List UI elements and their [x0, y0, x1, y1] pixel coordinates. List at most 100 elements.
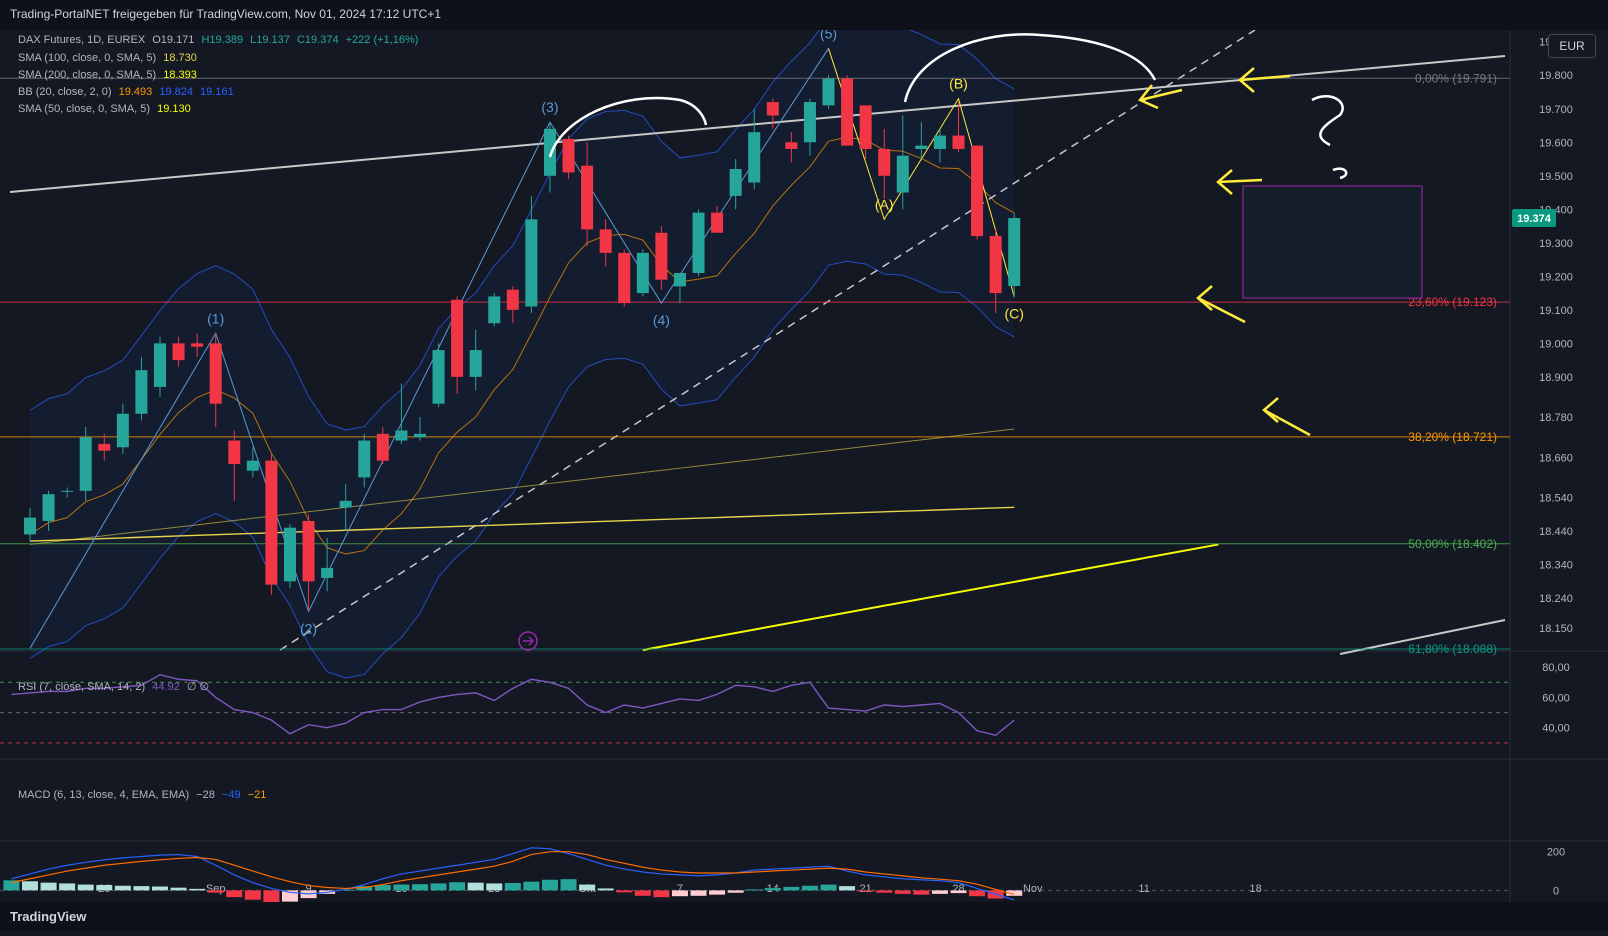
candle-body	[339, 500, 352, 508]
candle-body	[265, 460, 278, 585]
candle-body	[785, 142, 798, 149]
macd-histogram-bar	[523, 881, 540, 891]
macd-histogram-bar	[857, 890, 874, 892]
legend-sma200[interactable]: SMA (200, close, 0, SMA, 5) 18.393	[18, 69, 197, 81]
macd-histogram-bar	[467, 882, 484, 891]
legend-symbol[interactable]: DAX Futures, 1D, EUREX	[18, 34, 146, 46]
candle-body	[692, 212, 705, 273]
y-tick-label: 19.300	[1539, 238, 1573, 250]
candle-body	[803, 102, 816, 143]
sma200-line	[29, 506, 1015, 542]
macd-histogram-bar	[59, 883, 76, 891]
fib-level-label: 23,60% (19.123)	[1408, 295, 1497, 309]
fib-level-label: 0,00% (19.791)	[1415, 71, 1497, 85]
x-tick-label: 28	[952, 883, 964, 895]
candle-body	[191, 343, 204, 347]
bollinger-lower-line	[29, 260, 1015, 679]
x-tick-label: Sep	[206, 883, 226, 895]
fib-level-label: 50,00% (18.402)	[1408, 537, 1497, 551]
candle-body	[116, 413, 129, 448]
candle-body	[636, 252, 649, 294]
legend-sma100[interactable]: SMA (100, close, 0, SMA, 5) 18.730	[18, 52, 197, 64]
legend-low: L19.137	[250, 34, 290, 46]
candle-body	[488, 296, 501, 324]
macd-histogram-bar	[374, 884, 391, 891]
macd-histogram-bar	[1006, 890, 1023, 896]
share-caption: Trading-PortalNET freigegeben für Tradin…	[10, 7, 442, 21]
wave-label: (B)	[949, 76, 968, 92]
candle-body	[172, 343, 185, 361]
x-tick-label: 7	[677, 883, 683, 895]
rsi-y-tick: 60,00	[1542, 692, 1570, 704]
macd-histogram-bar	[40, 882, 57, 891]
candle-body	[321, 567, 334, 578]
price-axis-bg	[1510, 30, 1608, 931]
macd-histogram-bar	[281, 890, 298, 902]
handdrawn-arrowhead	[1262, 397, 1279, 423]
candle-body	[729, 169, 742, 196]
macd-histogram-bar	[653, 890, 670, 898]
macd-histogram-bar	[356, 886, 373, 891]
x-tick-label: 18	[1249, 883, 1261, 895]
handdrawn-arc-3	[548, 96, 708, 158]
fib-level-label: 38,20% (18.721)	[1408, 430, 1497, 444]
macd-histogram-bar	[690, 890, 707, 896]
macd-histogram-bar	[244, 890, 261, 900]
macd-histogram-bar	[96, 884, 113, 891]
candle-body	[79, 437, 92, 491]
y-tick-label: 19.000	[1539, 338, 1573, 350]
chart-svg[interactable]: 19.90019.80019.70019.60019.50019.40019.3…	[0, 12, 1608, 931]
macd-histogram-bar	[22, 881, 38, 891]
wave-label: (5)	[820, 30, 837, 41]
candle-body	[432, 350, 445, 404]
candle-body	[822, 78, 835, 106]
candle-body	[766, 102, 779, 116]
legend-sma50[interactable]: SMA (50, close, 0, SMA, 5) 19.130	[18, 103, 191, 115]
legend-change: +222 (+1,16%)	[345, 34, 419, 46]
legend-symbol-row: DAX Futures, 1D, EUREX O19.171 H19.389 L…	[18, 34, 418, 46]
candle-body	[395, 430, 408, 441]
candle-body	[896, 155, 909, 193]
handdrawn-arrowhead	[1238, 67, 1255, 93]
legend-macd-value: −28	[196, 789, 215, 801]
macd-histogram-bar	[876, 890, 893, 893]
candle-body	[989, 236, 1002, 294]
macd-histogram-bar	[430, 883, 447, 891]
rsi-y-tick: 80,00	[1542, 662, 1570, 674]
candle-body	[952, 135, 965, 149]
macd-histogram-bar	[541, 879, 558, 891]
handdrawn-arrowhead	[1196, 285, 1213, 311]
macd-histogram-bar	[207, 890, 224, 893]
candle-body	[469, 350, 482, 377]
macd-histogram-bar	[597, 888, 614, 891]
currency-button[interactable]: EUR	[1548, 34, 1596, 58]
candle-body	[618, 252, 631, 304]
legend-rsi-extra: ∅ ∅	[186, 681, 210, 693]
handdrawn-arrow	[1263, 408, 1311, 437]
macd-histogram-bar	[449, 882, 466, 891]
legend-macd-hist: −21	[247, 789, 267, 801]
y-tick-label: 18.150	[1539, 623, 1573, 635]
legend-rsi[interactable]: RSI (7, close, SMA, 14, 2) 44.92 ∅ ∅	[18, 680, 209, 693]
chart-area[interactable]: 19.90019.80019.70019.60019.50019.40019.3…	[0, 12, 1608, 931]
legend-macd[interactable]: MACD (6, 13, close, 4, EMA, EMA) −28 −49…	[18, 789, 266, 801]
candle-body	[135, 370, 148, 414]
wave-label: (C)	[1004, 305, 1023, 321]
macd-histogram-bar	[709, 890, 726, 895]
macd-histogram-bar	[746, 889, 763, 891]
topbar: Trading-PortalNET freigegeben für Tradin…	[0, 0, 1608, 30]
legend-bb[interactable]: BB (20, close, 2, 0) 19.493 19.824 19.16…	[18, 86, 234, 98]
macd-histogram-bar	[671, 890, 688, 897]
candle-body	[153, 343, 166, 387]
macd-histogram-bar	[77, 884, 94, 891]
candle-body	[42, 494, 55, 521]
macd-histogram-bar	[820, 884, 837, 891]
candle-body	[451, 299, 464, 377]
legend-sma100-value: 18.730	[163, 52, 197, 64]
wave-label: (4)	[653, 312, 670, 328]
y-tick-label: 19.700	[1539, 104, 1573, 116]
macd-histogram-bar	[3, 880, 20, 891]
last-price-tag	[1512, 209, 1556, 228]
handdrawn-question-mark	[1311, 95, 1348, 180]
macd-histogram-bar	[151, 886, 168, 891]
